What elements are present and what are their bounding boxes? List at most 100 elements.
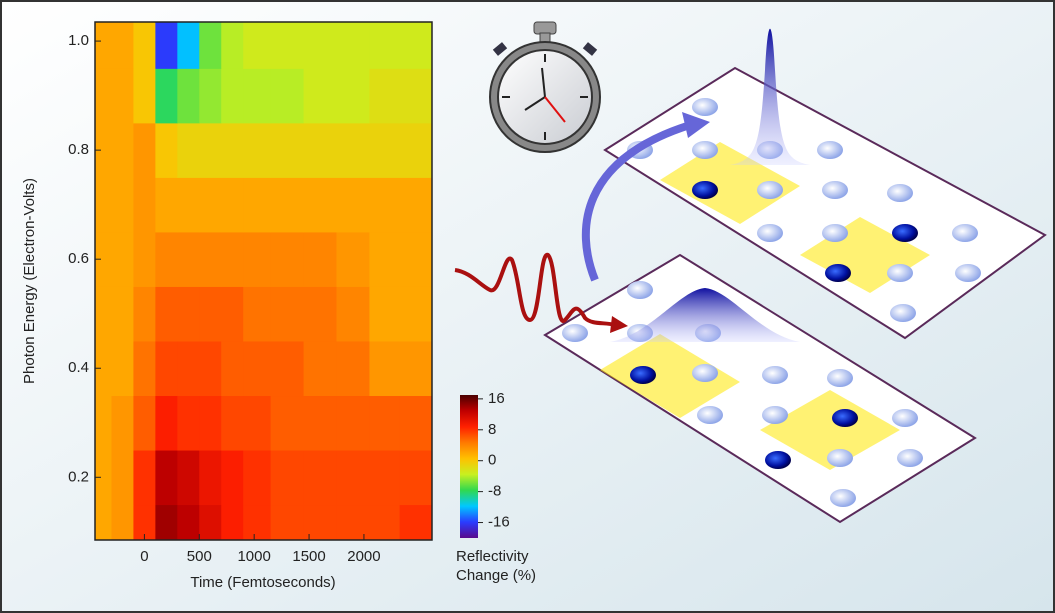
heatmap-cell	[95, 286, 112, 341]
heatmap-cell	[199, 68, 221, 123]
heatmap-cell	[369, 505, 400, 541]
heatmap-cell	[369, 396, 400, 451]
heatmap-cell	[111, 341, 133, 396]
heatmap-cell	[221, 286, 243, 341]
heatmap-cell	[304, 450, 337, 505]
y-tick-label: 0.6	[68, 250, 89, 267]
heatmap-cell	[369, 232, 400, 287]
heatmap-cell	[155, 450, 177, 505]
x-tick-label: 0	[140, 548, 148, 565]
colorbar-tick-label: 8	[488, 421, 496, 438]
heatmap-cell	[199, 450, 221, 505]
heatmap-cell	[304, 341, 337, 396]
heatmap-cell	[177, 123, 199, 178]
heatmap-cell	[400, 341, 433, 396]
heatmap-cell	[199, 396, 221, 451]
x-tick-label: 1000	[237, 548, 270, 565]
figure: 05001000150020000.20.40.60.81.0 Photon E…	[0, 0, 1055, 613]
heatmap-cell	[243, 396, 271, 451]
heatmap-cell	[400, 68, 433, 123]
heatmap-cell	[221, 22, 243, 69]
heatmap-cell	[133, 450, 155, 505]
heatmap-cell	[400, 177, 433, 232]
heatmap-cell	[304, 123, 337, 178]
heatmap-cell	[133, 232, 155, 287]
heatmap-cell	[271, 232, 304, 287]
heatmap-cell	[155, 177, 177, 232]
heatmap-cell	[155, 286, 177, 341]
heatmap-cell	[271, 341, 304, 396]
heatmap-cell	[271, 396, 304, 451]
heatmap-cell	[243, 232, 271, 287]
heatmap-cell	[199, 177, 221, 232]
heatmap-cell	[155, 341, 177, 396]
heatmap-cell	[111, 232, 133, 287]
heatmap-cell	[155, 68, 177, 123]
y-tick-label: 0.8	[68, 141, 89, 158]
heatmap-cell	[400, 286, 433, 341]
heatmap-cell	[336, 68, 369, 123]
heatmap-cell	[243, 341, 271, 396]
y-tick-label: 0.4	[68, 359, 89, 376]
heatmap-cell	[177, 341, 199, 396]
heatmap-cell	[155, 22, 177, 69]
heatmap-cell	[304, 177, 337, 232]
heatmap-cell	[336, 232, 369, 287]
heatmap-cell	[304, 22, 337, 69]
heatmap-cell	[400, 22, 433, 69]
heatmap-cell	[177, 177, 199, 232]
heatmap-cell	[133, 341, 155, 396]
heatmap-cell	[133, 22, 155, 69]
heatmap-cell	[336, 505, 369, 541]
heatmap-cell	[95, 505, 112, 541]
heatmap-cell	[400, 232, 433, 287]
heatmap-cell	[400, 396, 433, 451]
heatmap-cell	[111, 450, 133, 505]
heatmap-cell	[336, 341, 369, 396]
heatmap-cell	[271, 505, 304, 541]
chart: 05001000150020000.20.40.60.81.0 Photon E…	[0, 0, 1055, 613]
heatmap-cell	[369, 341, 400, 396]
heatmap-cell	[221, 177, 243, 232]
y-axis-label: Photon Energy (Electron-Volts)	[21, 178, 38, 384]
heatmap-cell	[271, 22, 304, 69]
heatmap-cell	[336, 396, 369, 451]
colorbar-tick-label: -8	[488, 483, 501, 500]
heatmap-cell	[133, 123, 155, 178]
heatmap-cell	[304, 232, 337, 287]
heatmap-cell	[336, 177, 369, 232]
colorbar-tick-label: 0	[488, 452, 496, 469]
heatmap-cell	[177, 505, 199, 541]
heatmap-cell	[271, 286, 304, 341]
heatmap-cell	[221, 123, 243, 178]
heatmap-cell	[271, 68, 304, 123]
heatmap-cell	[369, 22, 400, 69]
heatmap-cell	[133, 68, 155, 123]
heatmap-cell	[400, 123, 433, 178]
x-tick-label: 2000	[347, 548, 380, 565]
heatmap-cell	[243, 505, 271, 541]
x-tick-label: 500	[187, 548, 212, 565]
heatmap-cell	[177, 396, 199, 451]
colorbar-tick-label: 16	[488, 390, 505, 407]
heatmap-cell	[111, 177, 133, 232]
y-tick-label: 1.0	[68, 32, 89, 49]
heatmap-cell	[369, 123, 400, 178]
heatmap-cell	[155, 232, 177, 287]
heatmap-cell	[155, 505, 177, 541]
heatmap-cell	[177, 450, 199, 505]
heatmap-cell	[336, 22, 369, 69]
heatmap-cell	[177, 22, 199, 69]
heatmap-cell	[221, 232, 243, 287]
heatmap-cell	[271, 123, 304, 178]
heatmap-cell	[243, 286, 271, 341]
heatmap-cell	[111, 396, 133, 451]
heatmap-cell	[177, 286, 199, 341]
colorbar	[460, 395, 478, 538]
heatmap-cell	[271, 177, 304, 232]
heatmap-cell	[111, 505, 133, 541]
heatmap-cell	[336, 450, 369, 505]
heatmap-cell	[221, 450, 243, 505]
heatmap-cell	[95, 68, 112, 123]
heatmap-cell	[133, 286, 155, 341]
